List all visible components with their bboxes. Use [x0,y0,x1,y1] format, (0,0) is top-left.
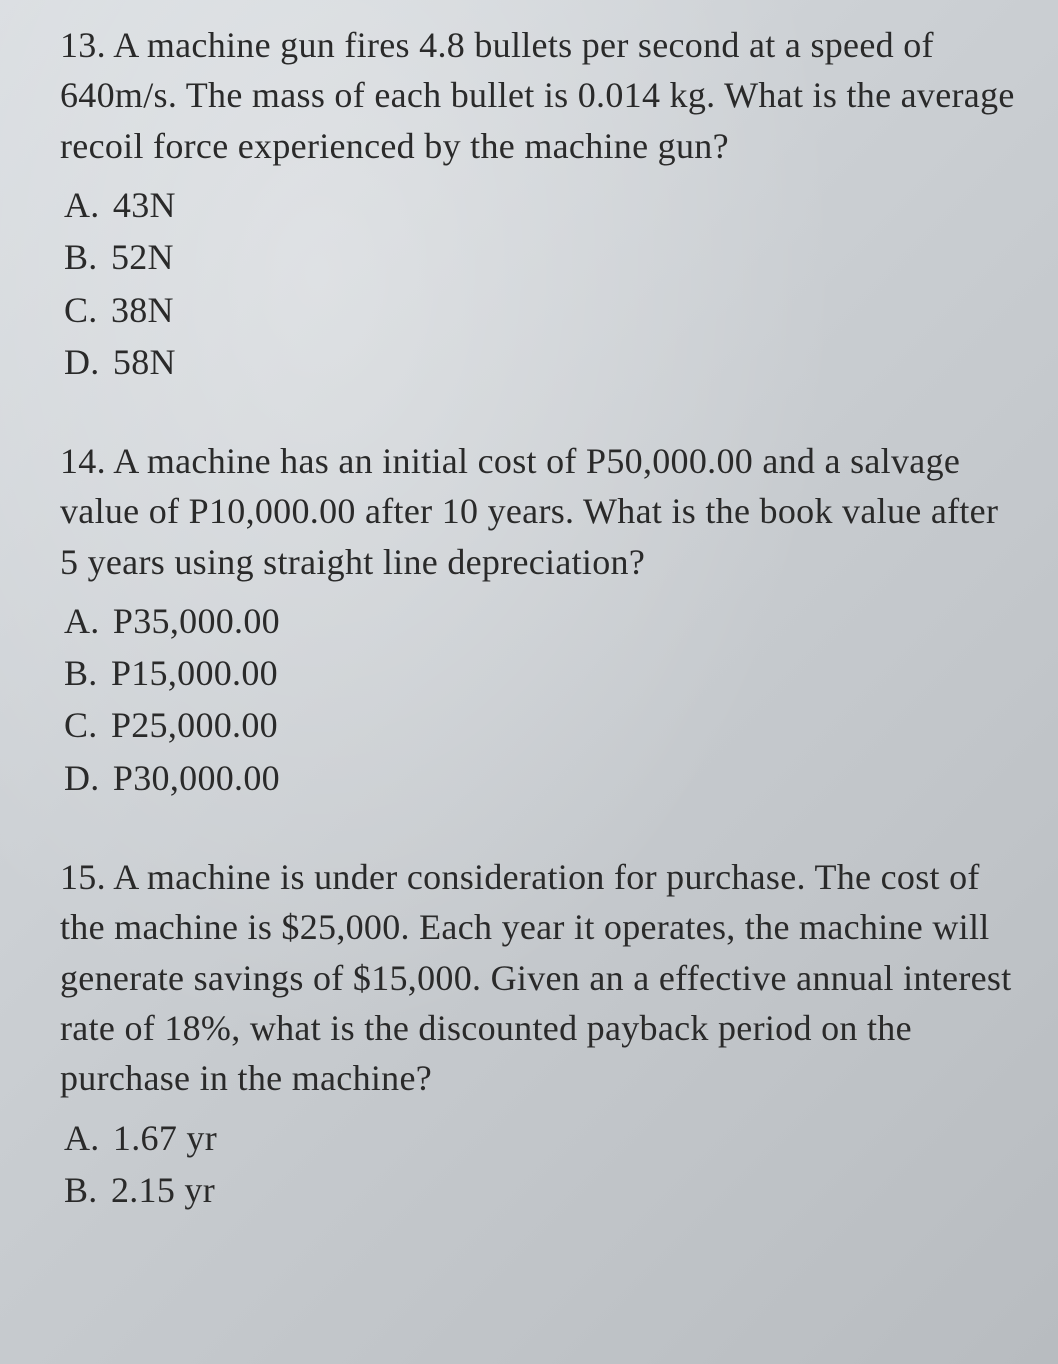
option-c: C. 38N [64,284,1023,336]
question-13: 13. A machine gun fires 4.8 bullets per … [60,20,1023,388]
option-a: A. 43N [64,179,1023,231]
option-label: C. [64,705,98,745]
option-label: C. [64,290,98,330]
question-body: A machine gun fires 4.8 bullets per seco… [60,25,1015,166]
option-value: 1.67 yr [113,1118,217,1158]
option-value: 43N [113,185,176,225]
option-value: 2.15 yr [111,1170,215,1210]
option-a: A. P35,000.00 [64,595,1023,647]
option-label: D. [64,342,100,382]
option-a: A. 1.67 yr [64,1112,1023,1164]
option-b: B. P15,000.00 [64,647,1023,699]
option-value: 58N [113,342,176,382]
question-options: A. 43N B. 52N C. 38N D. 58N [64,179,1023,388]
option-label: B. [64,653,98,693]
option-label: A. [64,185,100,225]
question-14: 14. A machine has an initial cost of P50… [60,436,1023,804]
option-value: P35,000.00 [113,601,280,641]
question-body: A machine has an initial cost of P50,000… [60,441,998,582]
question-text: 14. A machine has an initial cost of P50… [60,436,1023,587]
option-value: 52N [111,237,174,277]
question-text: 13. A machine gun fires 4.8 bullets per … [60,20,1023,171]
option-value: P25,000.00 [111,705,278,745]
question-number: 13. [60,25,106,65]
option-label: B. [64,1170,98,1210]
option-label: B. [64,237,98,277]
option-label: D. [64,758,100,798]
question-options: A. P35,000.00 B. P15,000.00 C. P25,000.0… [64,595,1023,804]
option-value: P15,000.00 [111,653,278,693]
option-d: D. 58N [64,336,1023,388]
question-body: A machine is under consideration for pur… [60,857,1012,1099]
option-b: B. 52N [64,231,1023,283]
option-value: 38N [111,290,174,330]
option-d: D. P30,000.00 [64,752,1023,804]
question-text: 15. A machine is under consideration for… [60,852,1023,1104]
question-number: 15. [60,857,106,897]
question-number: 14. [60,441,106,481]
option-label: A. [64,1118,100,1158]
option-c: C. P25,000.00 [64,699,1023,751]
option-b: B. 2.15 yr [64,1164,1023,1216]
option-label: A. [64,601,100,641]
question-options: A. 1.67 yr B. 2.15 yr [64,1112,1023,1216]
question-15: 15. A machine is under consideration for… [60,852,1023,1216]
option-value: P30,000.00 [113,758,280,798]
